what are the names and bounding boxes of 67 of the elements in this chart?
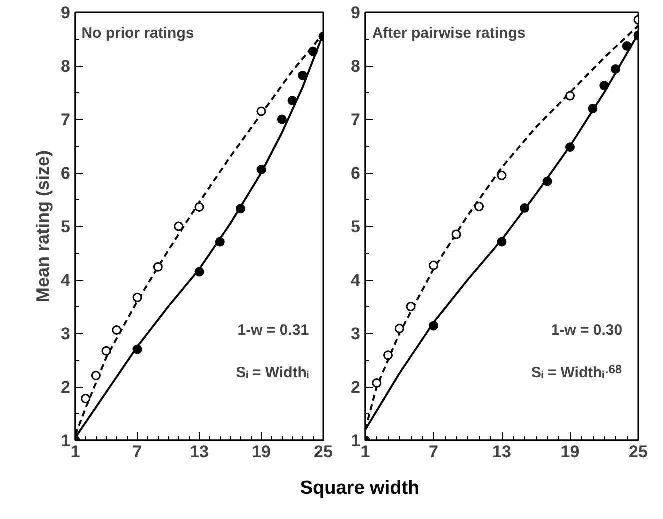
- point: [542, 176, 552, 186]
- x-tick-label: 25: [629, 442, 648, 462]
- point: [132, 344, 142, 354]
- point: [256, 165, 266, 175]
- y-tick-label: 7: [351, 110, 361, 130]
- point: [132, 292, 142, 302]
- point: [394, 324, 404, 334]
- annotation: 1-w = 0.31: [238, 322, 310, 339]
- point: [112, 326, 122, 336]
- point: [236, 204, 246, 214]
- point: [429, 321, 438, 331]
- point: [308, 46, 318, 56]
- x-tick-label: 19: [560, 442, 580, 462]
- y-tick-label: 3: [61, 324, 71, 344]
- point: [611, 64, 620, 74]
- x-axis-title: Square width: [300, 477, 420, 501]
- point: [215, 237, 225, 247]
- annotation: No prior ratings: [82, 24, 194, 42]
- y-tick-label: 4: [351, 271, 362, 290]
- y-tick-label: 9: [61, 4, 71, 22]
- point: [194, 267, 204, 277]
- y-axis-title: Mean rating (size): [33, 150, 54, 303]
- annotation: Sᵢ = Widthᵢ: [236, 364, 310, 382]
- point: [194, 202, 204, 212]
- x-tick-label: 25: [314, 442, 333, 462]
- point: [497, 170, 507, 180]
- y-tick-label: 5: [351, 218, 361, 236]
- point: [256, 106, 266, 116]
- y-tick-label: 4: [61, 271, 72, 290]
- y-tick-label: 2: [61, 378, 71, 397]
- point: [91, 371, 101, 381]
- x-tick-label: 7: [132, 442, 142, 462]
- y-tick-label: 8: [61, 57, 71, 76]
- point: [384, 350, 393, 360]
- y-tick-label: 5: [61, 218, 71, 236]
- point: [622, 41, 632, 51]
- y-tick-label: 2: [351, 378, 361, 397]
- y-tick-label: 3: [351, 324, 361, 344]
- point: [566, 142, 575, 152]
- point: [153, 262, 163, 272]
- x-tick-label: 19: [252, 442, 271, 462]
- x-tick-label: 13: [492, 442, 512, 462]
- point: [174, 222, 184, 232]
- y-tick-label: 6: [61, 164, 71, 183]
- annotation: 1-w = 0.30: [551, 322, 623, 339]
- x-tick-label: 7: [429, 442, 438, 462]
- point: [520, 204, 530, 214]
- point: [588, 104, 598, 114]
- x-tick-label: 13: [190, 442, 209, 462]
- y-tick-label: 9: [351, 4, 361, 22]
- point: [298, 70, 308, 80]
- point: [277, 114, 287, 124]
- point: [566, 91, 575, 101]
- point: [452, 230, 462, 240]
- y-tick-label: 7: [61, 110, 71, 130]
- point: [429, 260, 438, 270]
- point: [600, 81, 610, 91]
- point: [288, 96, 298, 106]
- y-tick-label: 8: [351, 57, 361, 76]
- point: [81, 394, 91, 404]
- annotation: After pairwise ratings: [372, 24, 526, 42]
- point: [406, 302, 416, 312]
- point: [497, 237, 507, 247]
- y-tick-label: 6: [351, 164, 361, 183]
- point: [474, 202, 484, 212]
- point: [102, 346, 112, 356]
- point: [372, 378, 382, 388]
